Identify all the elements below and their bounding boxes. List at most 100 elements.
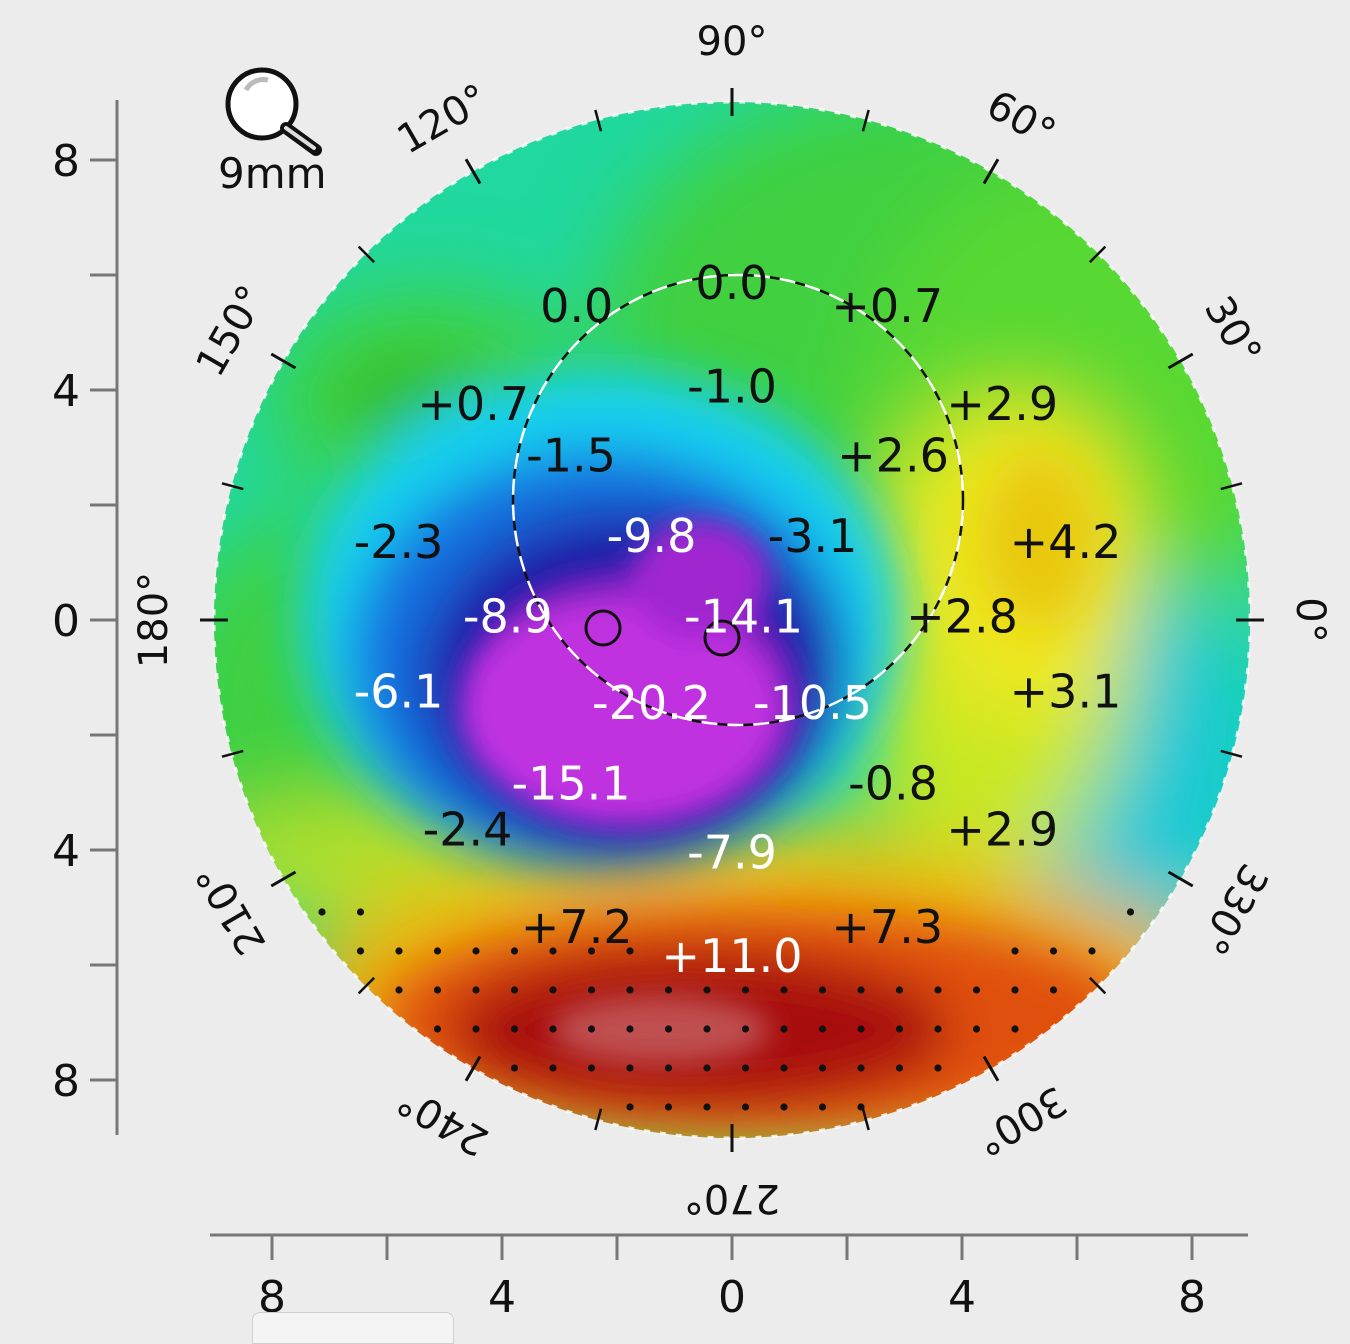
dot-marker [433,986,442,994]
map-value: -2.3 [354,515,444,569]
dot-marker [510,1064,519,1072]
zoom-control[interactable]: 9mm [218,67,327,198]
angle-tick-minor [1088,976,1107,995]
dot-marker [549,1064,557,1072]
dot-marker [972,986,981,994]
angle-label: 30° [1195,289,1270,373]
dot-marker [818,986,827,994]
bottom-tab[interactable] [252,1312,454,1344]
dot-marker [395,947,403,955]
dot-marker [587,947,596,955]
map-value: -0.8 [848,756,938,810]
angle-tick-minor [221,482,244,491]
angle-label: 60° [979,82,1063,157]
dot-marker [1049,986,1058,994]
dot-marker [857,1064,865,1072]
dot-marker [1088,947,1096,955]
y-tick-label: 8 [52,136,80,187]
dot-marker [934,1064,942,1072]
angle-label: 90° [697,19,768,65]
map-value: -6.1 [354,664,444,718]
dot-marker [626,1064,634,1072]
map-value: +2.6 [837,429,949,483]
dot-marker [318,908,326,916]
angle-tick-major [982,158,1000,185]
y-tick-label: 4 [52,366,80,417]
map-value: -14.1 [684,590,803,644]
dot-marker [934,1025,942,1033]
map-value: -1.5 [526,429,616,483]
y-axis-ticks: 8 4 0 4 8 [52,136,117,1107]
dot-marker [433,1025,442,1033]
angle-tick-major [464,158,482,185]
zoom-label: 9mm [218,149,327,198]
dot-marker [395,986,403,994]
dot-marker [510,1025,519,1033]
angle-tick-major [1167,870,1194,888]
angle-label: 180° [131,572,177,668]
angle-tick-minor [594,1108,603,1131]
x-tick-label: 4 [488,1272,516,1323]
angle-tick-minor [221,749,244,758]
dot-marker [510,986,519,994]
map-value: -1.0 [687,360,777,414]
angle-label: 330° [1189,856,1277,962]
pupil-center-marker [584,609,622,647]
angle-label: 150° [187,278,275,384]
dot-marker [356,908,365,916]
map-value: -7.9 [687,825,777,879]
angle-tick-minor [1220,749,1243,758]
dot-marker [857,1103,865,1111]
dot-marker [741,1025,750,1033]
dot-marker [818,1103,827,1111]
dot-marker [664,1103,673,1111]
dot-marker [626,986,634,994]
map-values: 0.00.0 +0.7-1.0+0.7 +2.9-1.5 +2.6-9.8 -3.1-2… [354,256,1122,983]
dot-marker [587,1064,596,1072]
dot-marker [703,1103,711,1111]
map-value: -8.9 [463,590,553,644]
dot-marker [780,1064,788,1072]
map-value: +0.7 [417,377,529,431]
dot-marker [472,1025,480,1033]
angle-tick-major [982,1055,1000,1082]
angle-ticks [200,88,1264,1152]
dot-marker [549,1025,557,1033]
dot-marker [549,986,557,994]
apex-marker [703,619,741,657]
dot-marker [1011,986,1019,994]
y-tick-label: 8 [52,1056,80,1107]
angle-label: 300° [968,1077,1074,1165]
dot-marker [472,947,480,955]
dot-marker [818,1064,827,1072]
magnifier-icon[interactable] [225,67,322,156]
map-core-zones [460,520,800,1065]
dot-marker [1126,908,1135,916]
dot-marker [895,1025,904,1033]
map-value: -2.4 [423,802,513,856]
dot-marker [664,1025,673,1033]
angle-tick-minor [861,1108,870,1131]
dot-marker [780,986,788,994]
y-tick-label: 4 [52,826,80,877]
dot-marker [356,947,365,955]
dot-marker [626,947,634,955]
dot-marker [857,986,865,994]
dot-marker [895,986,904,994]
dot-marker [780,1025,788,1033]
dot-marker [780,1103,788,1111]
y-axis: 8 4 0 4 8 [52,100,119,1135]
map-value: +2.8 [906,590,1018,644]
dot-marker [626,1025,634,1033]
dot-marker [587,1025,596,1033]
dot-marker [703,986,711,994]
angle-tick-major [464,1055,482,1082]
map-value: +2.9 [946,802,1058,856]
x-tick-label: 0 [718,1272,746,1323]
x-tick-label: 8 [1178,1272,1206,1323]
dot-marker [934,986,942,994]
dot-marker [664,986,673,994]
dot-marker [895,1064,904,1072]
